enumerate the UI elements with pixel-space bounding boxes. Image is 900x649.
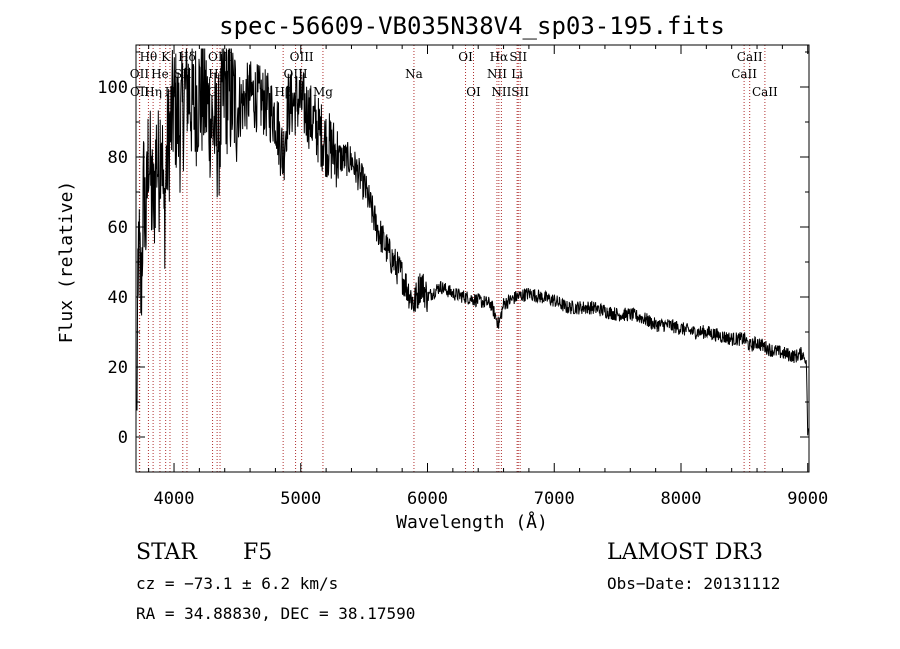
spectral-line-label: NII bbox=[491, 85, 511, 99]
x-axis-label: Wavelength (Å) bbox=[396, 511, 548, 533]
spectral-line-label: K bbox=[161, 50, 171, 64]
y-tick-label: 0 bbox=[118, 428, 128, 448]
spectral-line-label: OII bbox=[130, 85, 150, 99]
spectral-line-label: Hη bbox=[144, 85, 162, 99]
spectral-line-label: OIII bbox=[284, 67, 308, 81]
spectral-line-label: OII bbox=[130, 67, 150, 81]
spectral-line-label: Na bbox=[405, 67, 423, 81]
spectral-line-label: Li bbox=[511, 67, 523, 81]
spectral-line-label: He bbox=[151, 67, 169, 81]
x-tick-label: 9000 bbox=[787, 489, 828, 509]
spectral-line-label: Hθ bbox=[140, 50, 158, 64]
x-tick-label: 6000 bbox=[407, 489, 448, 509]
spectral-line-label: H bbox=[165, 85, 175, 99]
spectral-line-label: SII bbox=[511, 85, 529, 99]
observation-date: Obs−Date: 20131112 bbox=[607, 574, 781, 593]
spectral-line-label: CaII bbox=[752, 85, 778, 99]
redshift-cz: cz = −73.1 ± 6.2 km/s bbox=[136, 574, 339, 593]
y-tick-label: 20 bbox=[108, 358, 128, 378]
x-tick-label: 4000 bbox=[154, 489, 195, 509]
y-tick-label: 100 bbox=[97, 78, 128, 98]
spectral-line-label: OI bbox=[458, 50, 473, 64]
chart-title: spec-56609-VB035N38V4_sp03-195.fits bbox=[219, 12, 725, 40]
x-tick-label: 5000 bbox=[280, 489, 321, 509]
object-subclass: F5 bbox=[243, 540, 273, 565]
axis-ticks: 4000 5000 6000 7000 8000 9000 0 20 40 60 80 100 bbox=[97, 45, 828, 509]
coordinates: RA = 34.88830, DEC = 38.17590 bbox=[136, 604, 416, 623]
x-tick-label: 7000 bbox=[534, 489, 575, 509]
x-tick-label: 8000 bbox=[661, 489, 702, 509]
spectral-line-label: Mg bbox=[313, 85, 333, 99]
y-tick-label: 40 bbox=[108, 288, 128, 308]
spectral-line-label: OIII bbox=[290, 50, 314, 64]
y-axis-label: Flux (relative) bbox=[56, 181, 77, 344]
spectral-line-label: NII bbox=[487, 67, 507, 81]
spectral-line-label: Hα bbox=[490, 50, 509, 64]
spectral-lines-layer bbox=[138, 45, 766, 472]
y-tick-label: 80 bbox=[108, 148, 128, 168]
spectral-line-label: G bbox=[208, 85, 218, 99]
spectral-line-label: CaII bbox=[737, 50, 763, 64]
spectral-line-label: CaII bbox=[731, 67, 757, 81]
object-class: STAR bbox=[136, 540, 197, 565]
plot-frame bbox=[135, 44, 810, 473]
spectral-line-label: SII bbox=[509, 50, 527, 64]
survey-name: LAMOST DR3 bbox=[607, 540, 763, 565]
spectral-line-label: OI bbox=[466, 85, 481, 99]
spectrum-line bbox=[136, 48, 809, 436]
y-tick-label: 60 bbox=[108, 218, 128, 238]
